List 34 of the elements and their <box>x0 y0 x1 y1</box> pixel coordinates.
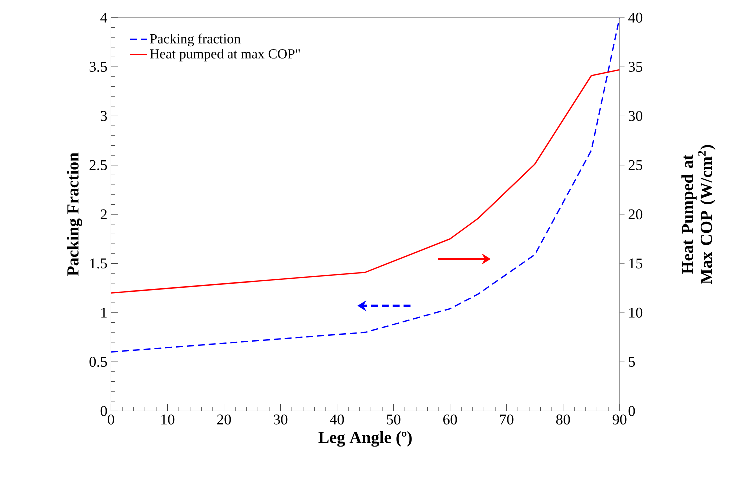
y-tick-label: 0.5 <box>90 357 108 368</box>
y-tick-label: 1.5 <box>90 258 108 269</box>
y-tick-label: 1 <box>102 308 107 318</box>
y2-tick-label: 25 <box>628 160 643 171</box>
y2-tick-label: 40 <box>628 13 643 24</box>
y2-tick-label: 15 <box>630 258 643 269</box>
y2-tick-label: 5 <box>629 357 636 368</box>
x-tick-label: 90 <box>612 414 627 425</box>
y2-tick-label: 0 <box>628 406 636 416</box>
line-series <box>111 70 620 294</box>
y-tick-label: 0 <box>100 406 108 416</box>
y-tick-label: 4 <box>100 13 108 23</box>
y2-axis-title: Heat Pumped at Max COP (W/cm$^{2}$) <box>682 145 716 284</box>
x-tick-label: 30 <box>274 414 288 425</box>
x-tick-label: 10 <box>162 414 175 425</box>
y2-tick-label: 10 <box>630 308 643 318</box>
x-tick-label: 50 <box>387 414 401 425</box>
legend-label: Heat pumped at max COP" <box>150 49 300 62</box>
x-tick-label: 60 <box>444 414 458 425</box>
x-axis-title: Leg Angle (º) <box>318 432 412 448</box>
x-tick-label: 20 <box>217 414 232 425</box>
y2-tick-label: 20 <box>628 210 643 220</box>
y-tick-label: 2.5 <box>90 160 108 171</box>
y-axis-title: Packing Fraction <box>67 153 82 276</box>
y2-tick-label: 35 <box>628 62 643 72</box>
legend-label: Packing fraction <box>150 34 241 47</box>
y2-tick-label: 30 <box>628 111 643 122</box>
y-tick-label: 3.5 <box>90 62 108 72</box>
x-tick-label: 0 <box>108 414 114 425</box>
y-tick-label: 3 <box>101 111 108 122</box>
x-tick-label: 40 <box>330 414 344 425</box>
y-tick-label: 2 <box>100 210 107 220</box>
x-tick-label: 80 <box>556 414 570 425</box>
x-tick-label: 70 <box>500 414 514 425</box>
